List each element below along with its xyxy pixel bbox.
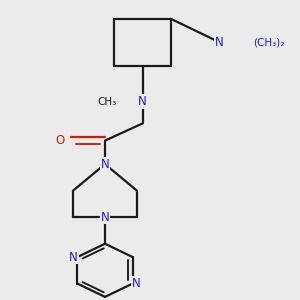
- Text: N: N: [100, 211, 109, 224]
- Text: N: N: [69, 250, 78, 263]
- Text: N: N: [132, 277, 141, 290]
- Text: (CH₃)₂: (CH₃)₂: [253, 37, 284, 47]
- Text: N: N: [138, 95, 147, 108]
- Text: N: N: [100, 158, 109, 171]
- Text: O: O: [56, 134, 64, 147]
- Text: N: N: [215, 36, 224, 49]
- Text: CH₃: CH₃: [97, 97, 116, 106]
